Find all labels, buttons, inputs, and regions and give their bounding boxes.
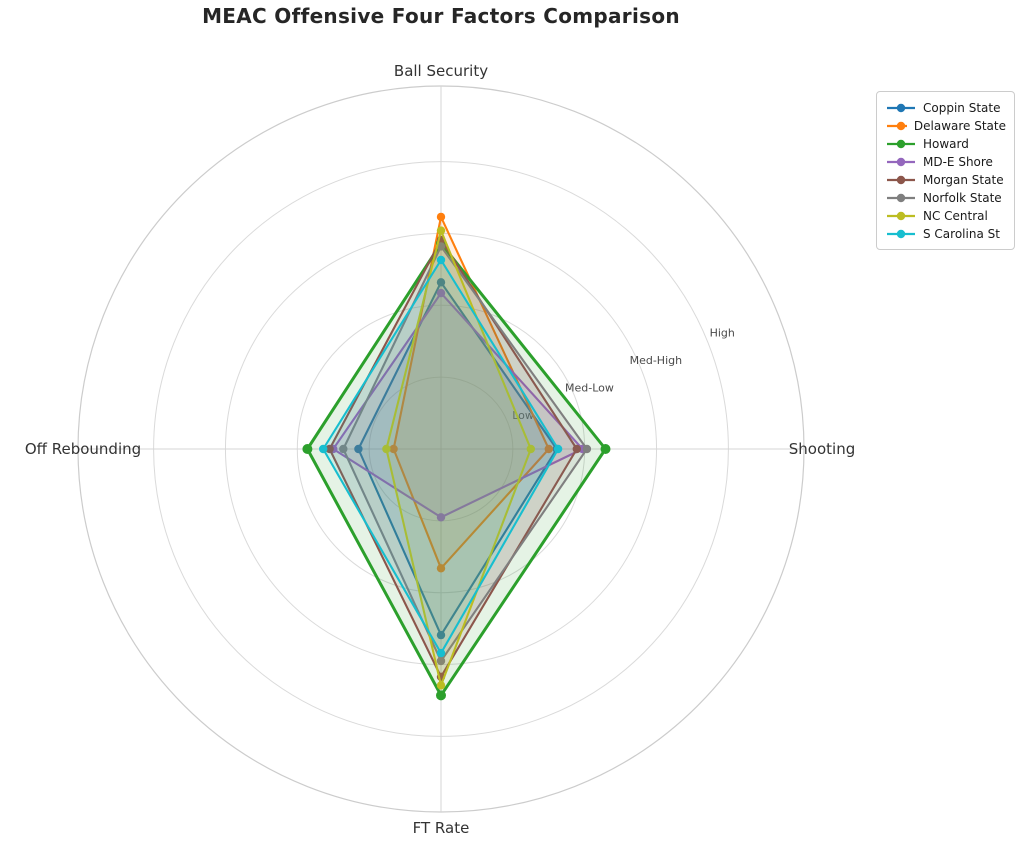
data-point-md-e-shore-ball-security [436, 288, 446, 298]
data-point-s-carolina-st-shooting [553, 444, 563, 454]
legend-label: Morgan State [923, 173, 1004, 187]
legend-item-delaware-state: Delaware State [886, 117, 1006, 135]
radial-tick-label-high: High [710, 327, 735, 340]
data-point-norfolk-state-ft-rate [436, 656, 446, 666]
axis-label-shooting: Shooting [789, 440, 855, 458]
data-point-norfolk-state-shooting [582, 444, 592, 454]
legend-label: S Carolina St [923, 227, 1000, 241]
legend-label: MD-E Shore [923, 155, 993, 169]
radial-tick-label-med-high: Med-High [630, 354, 683, 367]
series-area-norfolk-state [343, 246, 587, 661]
data-point-howard-off-rebounding [302, 444, 313, 454]
data-point-coppin-state-off-rebounding [354, 444, 363, 454]
data-point-howard-shooting [600, 444, 611, 454]
legend-line-marker-icon [887, 157, 915, 167]
data-point-coppin-state-ball-security [436, 278, 446, 287]
legend-item-coppin-state: Coppin State [886, 99, 1006, 117]
legend-label: NC Central [923, 209, 988, 223]
legend-item-s-carolina-st: S Carolina St [886, 225, 1006, 243]
data-point-delaware-state-off-rebounding [389, 444, 398, 454]
series-area-md-e-shore [333, 293, 583, 518]
data-point-delaware-state-ft-rate [436, 564, 446, 573]
data-point-morgan-state-shooting [572, 444, 581, 454]
data-point-s-carolina-st-ball-security [436, 255, 446, 265]
data-point-delaware-state-ball-security [436, 212, 446, 222]
legend-line-marker-icon [887, 103, 915, 113]
data-point-morgan-state-off-rebounding [325, 444, 334, 454]
legend-label: Coppin State [923, 101, 1001, 115]
series-area-nc-central [386, 230, 531, 686]
legend: Coppin State Delaware State Howard MD-E Sho… [876, 91, 1015, 250]
data-point-howard-ft-rate [436, 690, 446, 701]
data-point-norfolk-state-off-rebounding [339, 444, 348, 454]
legend-line-marker-icon [887, 139, 915, 149]
series-area-s-carolina-st [323, 260, 559, 654]
axis-label-ft-rate: FT Rate [413, 819, 470, 837]
legend-line-marker-icon [887, 211, 915, 221]
legend-line-marker-icon [887, 193, 915, 203]
legend-label: Howard [923, 137, 969, 151]
axis-label-ball-security: Ball Security [394, 62, 488, 80]
legend-label: Delaware State [913, 119, 1006, 133]
data-point-s-carolina-st-off-rebounding [319, 444, 328, 454]
legend-item-nc-central: NC Central [886, 207, 1006, 225]
data-point-norfolk-state-ball-security [436, 242, 446, 251]
legend-item-morgan-state: Morgan State [886, 171, 1006, 189]
legend-label: Norfolk State [923, 191, 1002, 205]
axis-label-off-rebounding: Off Rebounding [25, 440, 141, 458]
legend-item-md-e-shore: MD-E Shore [886, 153, 1006, 171]
legend-item-norfolk-state: Norfolk State [886, 189, 1006, 207]
data-point-s-carolina-st-ft-rate [436, 648, 446, 658]
data-point-coppin-state-ft-rate [436, 630, 446, 640]
legend-line-marker-icon [887, 229, 915, 239]
chart-title: MEAC Offensive Four Factors Comparison [202, 4, 680, 28]
legend-item-howard: Howard [886, 135, 1006, 153]
data-point-nc-central-off-rebounding [382, 444, 391, 454]
data-point-nc-central-ball-security [436, 226, 446, 235]
data-point-nc-central-ft-rate [436, 681, 446, 690]
radial-tick-label-med-low: Med-Low [565, 382, 614, 395]
legend-line-marker-icon [887, 175, 915, 185]
data-point-md-e-shore-ft-rate [436, 513, 446, 522]
data-point-nc-central-shooting [526, 444, 535, 454]
legend-line-marker-icon [887, 121, 907, 131]
data-point-delaware-state-shooting [544, 444, 553, 454]
